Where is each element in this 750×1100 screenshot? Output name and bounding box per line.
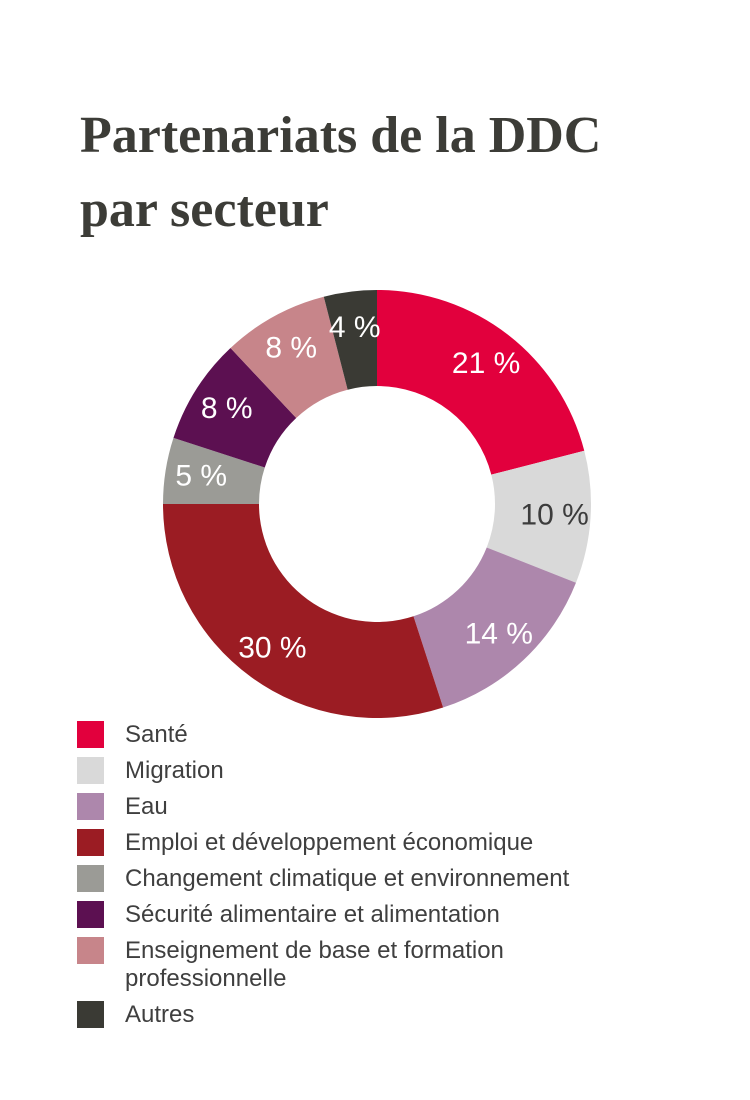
- legend-item-5: Changement climatique et environnement: [77, 865, 645, 893]
- donut-slice-1: [377, 290, 585, 475]
- page-title-line-1: Partenariats de la DDC: [80, 106, 602, 164]
- donut-slice-3: [413, 547, 576, 708]
- legend-item-7: Enseignement de base et formation profes…: [77, 937, 645, 993]
- page-title-line-2: par secteur: [80, 180, 329, 238]
- legend-label: Eau: [125, 793, 168, 820]
- legend-label: Enseignement de base et formation profes…: [125, 937, 504, 992]
- legend-swatch: [77, 721, 104, 748]
- legend-label: Autres: [125, 1001, 195, 1028]
- legend-label: Sécurité alimentaire et alimentation: [125, 901, 500, 928]
- legend-label: Migration: [125, 757, 224, 784]
- legend-label: Santé: [125, 721, 188, 748]
- donut-slice-4: [163, 504, 444, 718]
- donut-slice-8: [323, 290, 377, 390]
- slice-value-label: 30 %: [238, 632, 306, 665]
- donut-slice-5: [163, 437, 265, 504]
- legend-swatch: [77, 757, 104, 784]
- legend-item-2: Migration: [77, 757, 645, 785]
- legend-item-6: Sécurité alimentaire et alimentation: [77, 901, 645, 929]
- legend-item-1: Santé: [77, 721, 645, 749]
- legend-swatch: [77, 901, 104, 928]
- slice-value-label: 21 %: [452, 347, 520, 380]
- donut-slice-2: [486, 450, 591, 583]
- slice-value-label: 5 %: [175, 460, 227, 493]
- legend-item-3: Eau: [77, 793, 645, 821]
- slice-value-label: 10 %: [520, 499, 588, 532]
- legend-item-8: Autres: [77, 1001, 645, 1029]
- slice-value-label: 14 %: [465, 617, 533, 650]
- legend-swatch: [77, 1001, 104, 1028]
- legend-swatch: [77, 793, 104, 820]
- slice-value-label: 4 %: [329, 311, 381, 344]
- donut-slice-6: [173, 348, 297, 468]
- legend-swatch: [77, 865, 104, 892]
- legend-item-4: Emploi et développement économique: [77, 829, 645, 857]
- legend-swatch: [77, 829, 104, 856]
- legend-swatch: [77, 937, 104, 964]
- legend-label: Emploi et développement économique: [125, 829, 534, 856]
- page-title: Partenariats de la DDC par secteur: [80, 99, 601, 247]
- legend: Santé Migration Eau Emploi et développement…: [77, 721, 645, 1037]
- legend-label: Changement climatique et environnement: [125, 865, 570, 892]
- slice-value-label: 8 %: [201, 392, 253, 425]
- slice-value-label: 8 %: [265, 332, 317, 365]
- donut-slice-7: [230, 296, 348, 418]
- donut-chart: 21 % 10 % 14 % 30 % 5 % 8 % 8 % 4 %: [163, 290, 591, 718]
